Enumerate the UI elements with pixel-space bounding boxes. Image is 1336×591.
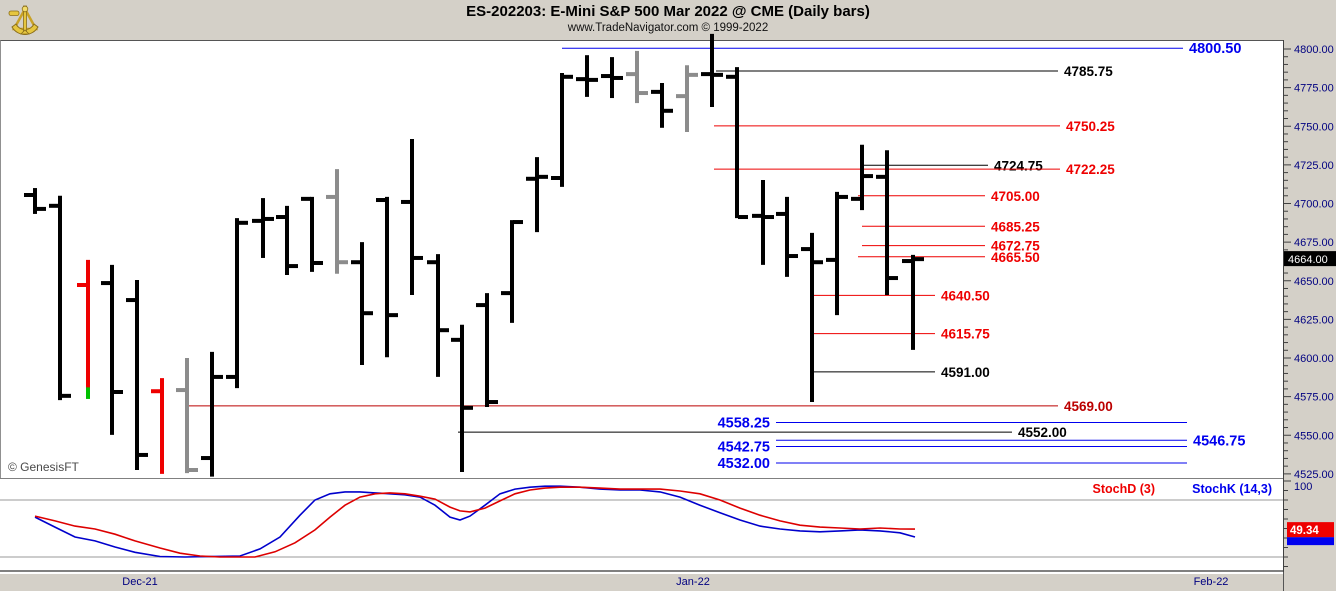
chart-title: ES-202203: E-Mini S&P 500 Mar 2022 @ CME…	[466, 3, 870, 20]
genesisft-watermark: © GenesisFT	[8, 460, 79, 474]
date-axis[interactable]: Dec-21 Jan-22 Feb-22	[0, 574, 1283, 591]
x-axis-label: Feb-22	[1193, 576, 1229, 588]
stochastic-panel[interactable]	[0, 478, 1283, 572]
sextant-icon	[8, 5, 39, 36]
chart-header: ES-202203: E-Mini S&P 500 Mar 2022 @ CME…	[0, 0, 1336, 40]
price-panel[interactable]	[0, 40, 1283, 478]
x-axis-label: Jan-22	[676, 576, 710, 588]
price-axis[interactable]	[1283, 40, 1336, 591]
chart-subtitle: www.TradeNavigator.com © 1999-2022	[567, 22, 769, 34]
x-axis-label: Dec-21	[122, 576, 158, 588]
